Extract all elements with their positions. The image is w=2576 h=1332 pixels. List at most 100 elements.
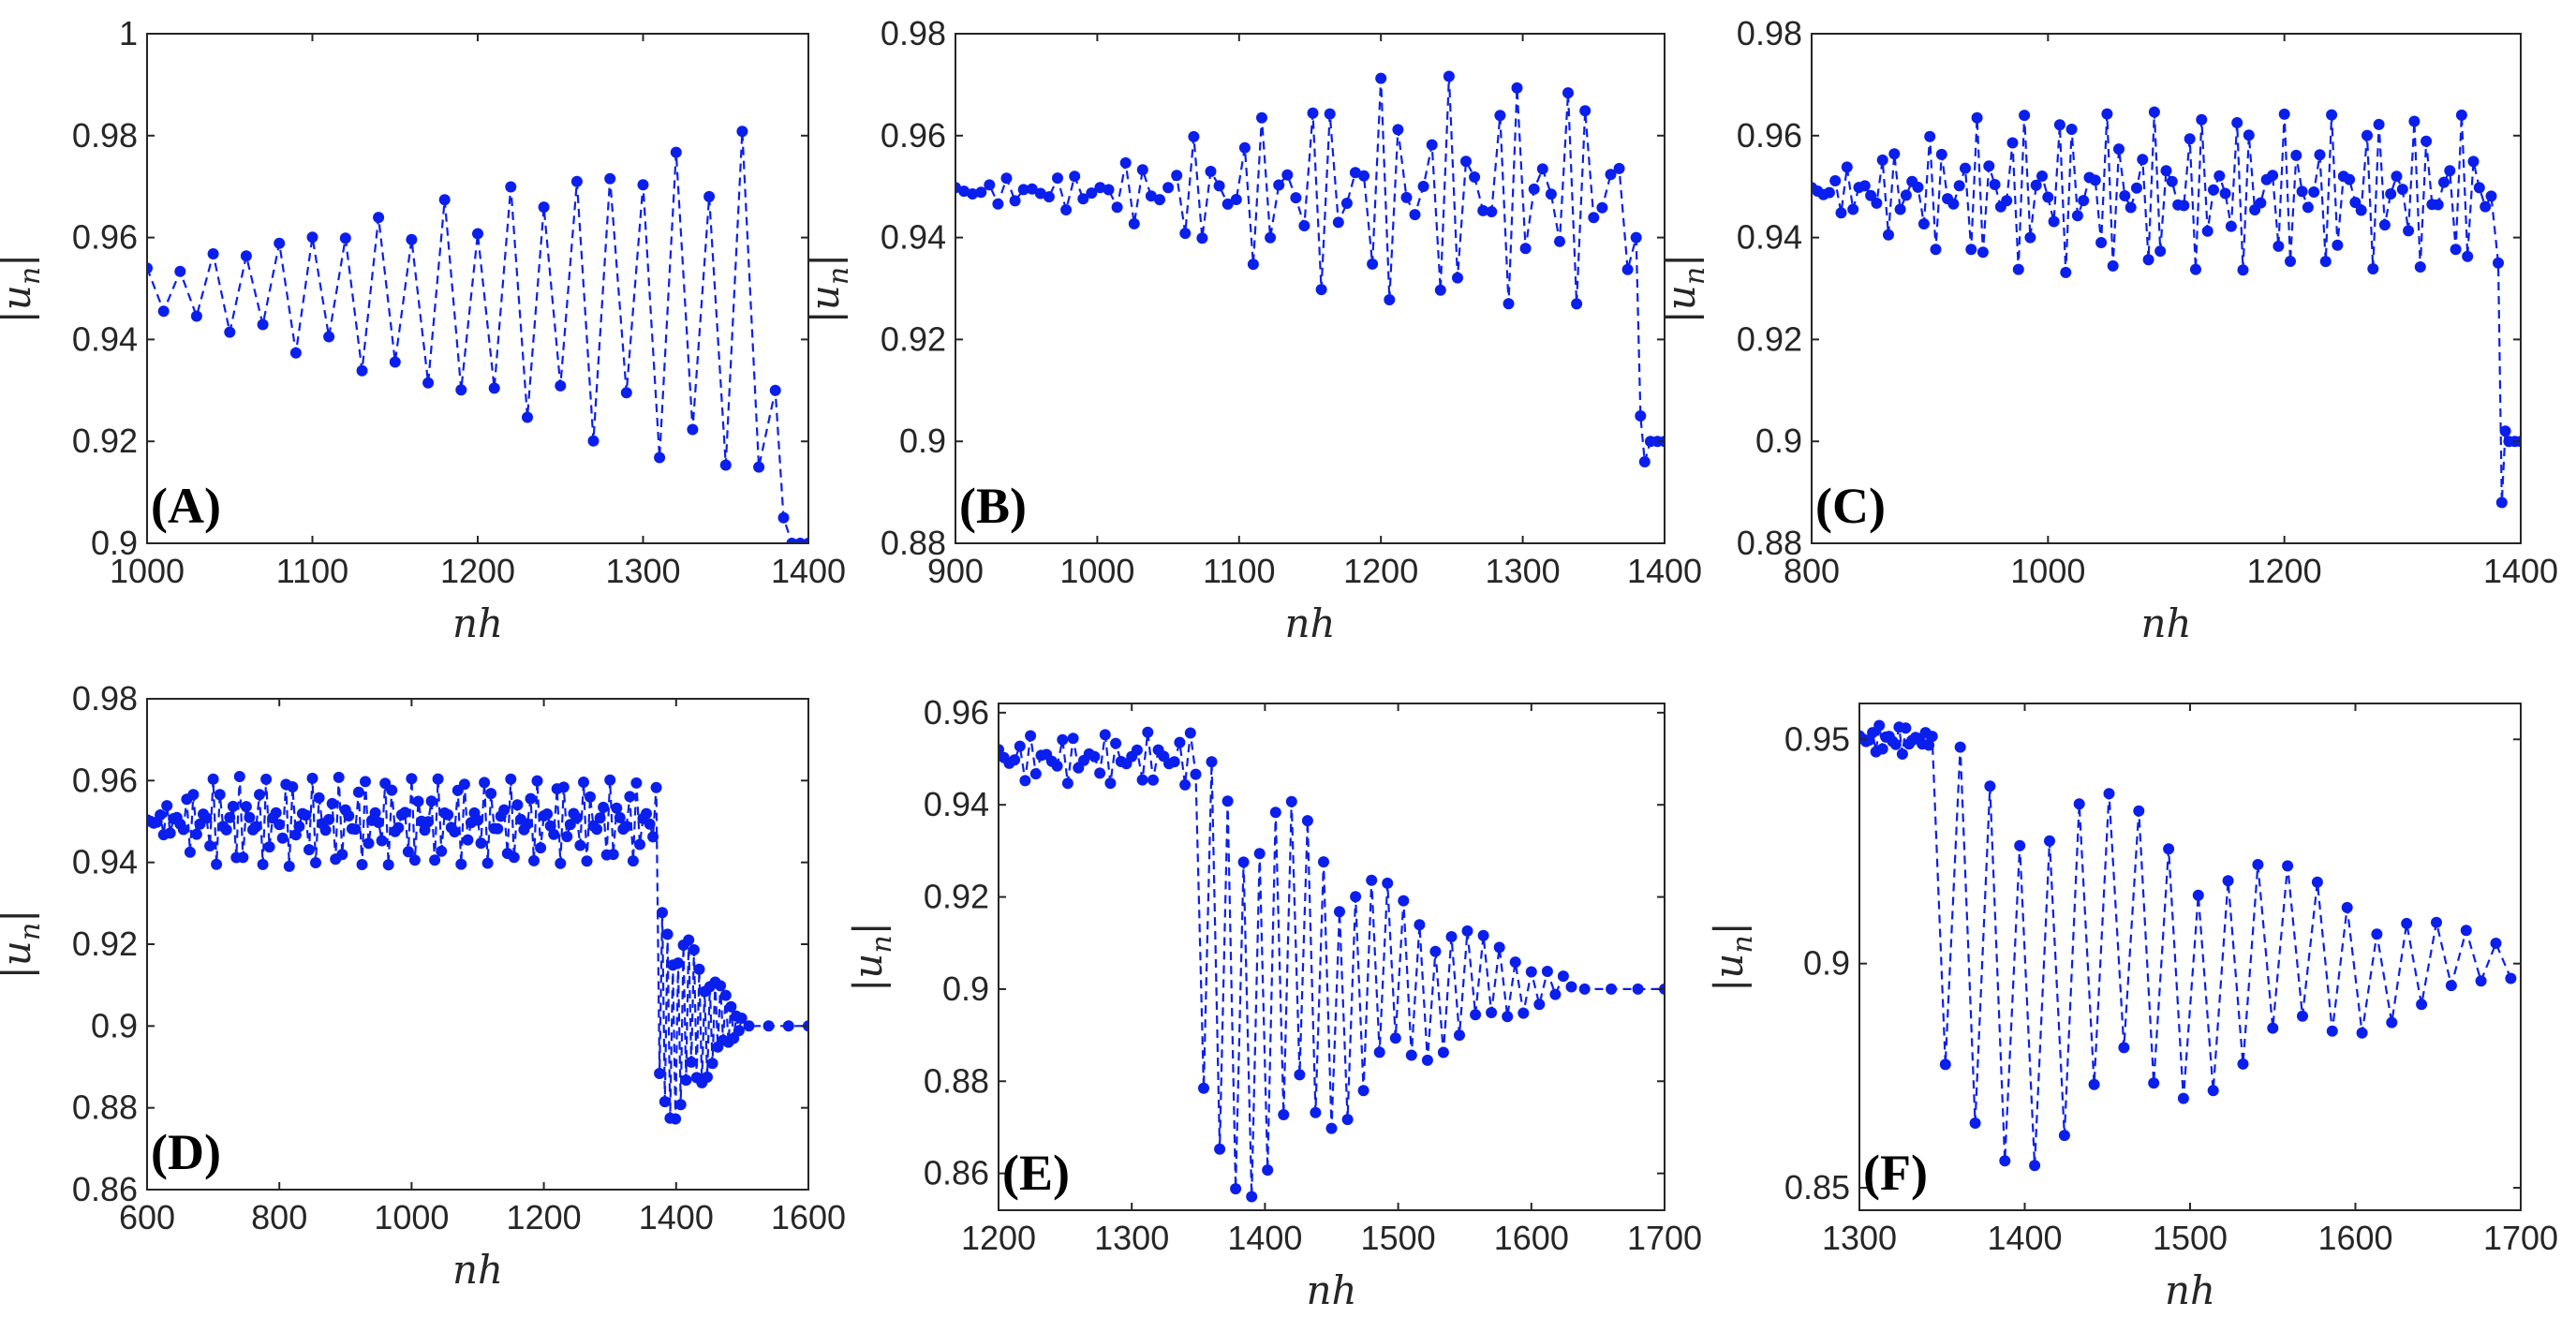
data-point — [356, 364, 368, 377]
data-point — [1871, 197, 1883, 209]
data-point — [687, 423, 699, 436]
data-point — [1900, 722, 1912, 734]
data-point — [2386, 1016, 2398, 1029]
y-tick-label: 0.88 — [881, 524, 946, 562]
data-point — [1519, 243, 1532, 255]
data-point — [1493, 941, 1505, 954]
data-point — [1168, 756, 1180, 768]
data-point — [406, 233, 418, 245]
data-point — [1939, 1058, 1951, 1071]
data-point — [2178, 200, 2190, 212]
data-point — [2445, 980, 2457, 992]
data-point — [2391, 170, 2403, 183]
data-point — [2060, 266, 2072, 278]
data-point — [1606, 983, 1618, 995]
y-tick-label: 0.94 — [1737, 218, 1802, 257]
data-point — [505, 181, 517, 193]
data-point — [1051, 760, 1063, 772]
x-axis-label: nh — [452, 600, 503, 646]
data-point — [2252, 859, 2264, 870]
data-point — [369, 807, 381, 819]
data-point — [1382, 877, 1394, 889]
data-point — [2431, 916, 2442, 928]
data-point — [1213, 180, 1225, 192]
data-point — [2101, 108, 2113, 120]
data-point — [326, 797, 338, 809]
data-point — [1318, 856, 1329, 868]
data-point — [2267, 1022, 2279, 1034]
data-point — [174, 265, 186, 277]
data-point — [1184, 727, 1196, 739]
y-axis-label: |un| — [845, 922, 898, 992]
y-tick-label: 0.88 — [1737, 524, 1802, 562]
data-point — [1332, 216, 1344, 229]
data-point — [2438, 176, 2450, 188]
data-point — [1099, 729, 1111, 741]
axes-frame — [146, 33, 809, 544]
x-tick-label: 1700 — [2483, 1219, 2558, 1257]
data-point — [525, 792, 537, 805]
data-point — [1847, 203, 1859, 215]
data-point — [2113, 143, 2124, 155]
data-point — [419, 824, 431, 836]
x-axis-label: nh — [1284, 600, 1335, 646]
data-point — [1273, 179, 1285, 191]
data-point — [257, 858, 269, 870]
y-tick-label: 0.98 — [72, 679, 138, 718]
data-point — [2231, 117, 2243, 128]
data-point — [1900, 189, 1912, 201]
data-point — [274, 819, 286, 831]
data-point — [627, 855, 639, 867]
data-point — [1889, 738, 1902, 750]
panel-d: 600 800 1000 1200 1400 1600 0.86 0.88 0.9 0.92 0.9… — [0, 679, 846, 1293]
data-point — [614, 811, 626, 823]
axes-frame — [1858, 703, 2522, 1211]
data-point — [762, 1020, 775, 1032]
data-point — [654, 451, 666, 464]
data-point — [511, 799, 524, 811]
data-point — [276, 832, 289, 844]
data-point — [683, 934, 695, 946]
data-point — [1349, 167, 1361, 179]
y-tick-label: 0.98 — [72, 116, 138, 155]
x-axis-label: nh — [2165, 1267, 2215, 1313]
panel-label: (D) — [151, 1124, 221, 1180]
data-point — [2467, 155, 2480, 168]
data-point — [1989, 179, 2001, 190]
data-point — [1469, 171, 1481, 183]
data-point — [1392, 124, 1404, 136]
data-point — [2142, 254, 2154, 266]
y-tick-label: 0.98 — [881, 14, 946, 52]
x-tick-label: 1400 — [1227, 1219, 1302, 1257]
data-point — [1294, 1069, 1306, 1081]
data-point — [680, 1074, 692, 1087]
data-point — [190, 828, 202, 840]
data-point — [538, 201, 550, 214]
y-tick-label: 0.9 — [91, 1006, 138, 1044]
x-tick-label: 1400 — [1627, 552, 1702, 590]
data-point — [703, 190, 716, 202]
data-point — [2058, 1130, 2070, 1142]
data-point — [1613, 162, 1625, 174]
data-point — [541, 808, 554, 820]
data-point — [686, 1056, 697, 1068]
data-point — [2505, 972, 2517, 984]
data-point — [2403, 225, 2415, 237]
data-point — [1873, 719, 1886, 732]
data-point — [1414, 919, 1426, 931]
data-point — [1214, 1143, 1226, 1155]
data-point — [2414, 261, 2426, 273]
panel-label: (B) — [959, 478, 1027, 534]
data-point — [1835, 207, 1847, 219]
series-line — [999, 732, 1665, 1197]
data-point — [1437, 1046, 1449, 1058]
y-tick-label: 0.92 — [72, 925, 138, 963]
data-point — [2308, 186, 2320, 198]
y-axis-label: |un| — [0, 910, 47, 980]
data-point — [2119, 190, 2131, 201]
data-point — [1088, 750, 1101, 762]
data-point — [1398, 895, 1410, 907]
axes-frame — [1811, 33, 2522, 544]
data-point — [1253, 848, 1266, 860]
data-point — [2341, 901, 2353, 913]
